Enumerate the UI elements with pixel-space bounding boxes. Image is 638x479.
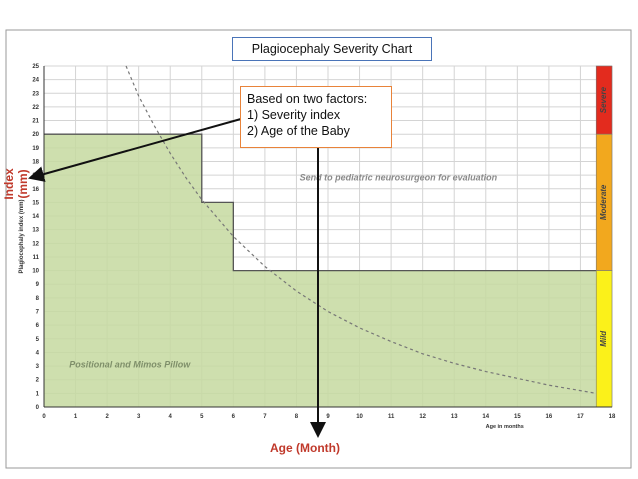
y-tick-label: 14	[32, 214, 39, 220]
positional-pillow-region	[44, 134, 597, 407]
y-axis-title: Plagiocephaly index (mm)	[19, 199, 25, 273]
y-tick-label: 0	[36, 405, 40, 411]
x-tick-label: 4	[169, 414, 173, 420]
y-tick-label: 5	[36, 337, 40, 343]
y-tick-label: 3	[36, 364, 40, 370]
x-tick-label: 14	[482, 414, 489, 420]
y-tick-label: 11	[33, 255, 40, 261]
y-tick-label: 19	[32, 146, 39, 152]
y-tick-label: 21	[32, 119, 39, 125]
x-tick-label: 15	[514, 414, 521, 420]
y-tick-label: 10	[32, 269, 39, 275]
y-tick-label: 1	[36, 391, 40, 397]
y-tick-label: 6	[36, 323, 40, 329]
x-tick-label: 6	[232, 414, 236, 420]
y-tick-label: 18	[32, 159, 39, 165]
arrow-to-y-axis	[28, 116, 249, 182]
region-label-pillow: Positional and Mimos Pillow	[69, 359, 191, 369]
y-tick-label: 24	[32, 78, 39, 84]
x-tick-label: 13	[451, 414, 458, 420]
x-tick-label: 17	[577, 414, 584, 420]
x-tick-label: 18	[609, 414, 616, 420]
y-tick-label: 8	[36, 296, 40, 302]
severity-band-label: Mild	[599, 330, 608, 347]
x-axis-title: Age in months	[486, 424, 524, 430]
y-tick-label: 2	[36, 378, 40, 384]
y-tick-label: 22	[32, 105, 39, 111]
x-axis-red-label: Age (Month)	[270, 441, 340, 455]
x-tick-label: 7	[263, 414, 267, 420]
x-tick-label: 16	[546, 414, 553, 420]
x-tick-label: 0	[42, 414, 46, 420]
x-tick-label: 1	[74, 414, 78, 420]
y-axis-red-label: Index (mm)	[2, 168, 30, 200]
y-tick-label: 7	[36, 310, 40, 316]
chart-title: Plagiocephaly Severity Chart	[232, 37, 432, 61]
x-tick-label: 9	[326, 414, 330, 420]
y-tick-label: 12	[32, 241, 39, 247]
y-tick-label: 15	[32, 200, 39, 206]
x-tick-label: 5	[200, 414, 204, 420]
y-tick-label: 23	[32, 91, 39, 97]
x-tick-label: 8	[295, 414, 299, 420]
threshold-step-line	[44, 133, 597, 272]
x-tick-label: 11	[388, 414, 395, 420]
y-tick-label: 16	[32, 187, 39, 193]
annotation-arrows	[28, 116, 326, 438]
severity-band-label: Moderate	[599, 184, 608, 220]
severity-band-label: Severe	[599, 86, 608, 113]
x-tick-label: 10	[356, 414, 363, 420]
note-item-severity: 1) Severity index	[247, 108, 341, 122]
y-tick-label: 25	[32, 64, 39, 70]
x-tick-label: 3	[137, 414, 141, 420]
x-tick-label: 12	[419, 414, 426, 420]
note-heading: Based on two factors:	[247, 92, 368, 106]
note-item-age: 2) Age of the Baby	[247, 124, 350, 138]
note-box: Based on two factors: 1) Severity index …	[240, 86, 392, 148]
region-label-neurosurgeon: Send to pediatric neurosurgeon for evalu…	[300, 173, 498, 183]
y-tick-label: 4	[36, 350, 40, 356]
y-tick-label: 20	[32, 132, 39, 138]
y-tick-label: 13	[32, 228, 39, 234]
x-tick-label: 2	[105, 414, 109, 420]
y-tick-label: 9	[36, 282, 40, 288]
decay-curve	[125, 65, 597, 394]
